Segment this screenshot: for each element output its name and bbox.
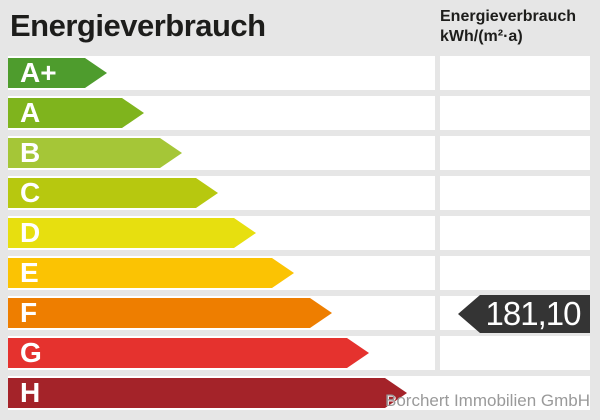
rating-letter: H [20,377,41,408]
rating-arrow-e: E [8,258,294,288]
rating-arrow-b: B [8,138,182,168]
rating-row-c: C [8,176,590,210]
rating-row-f: F [8,296,590,330]
value-column-cell [440,216,590,250]
value-column-cell [440,256,590,290]
value-marker: 181,10 [458,295,590,333]
rating-letter: G [20,337,42,368]
value-marker-text: 181,10 [485,295,582,332]
rating-arrow-f: F [8,298,332,328]
page-title: Energieverbrauch [10,8,266,43]
rating-arrow-c: C [8,178,218,208]
value-column-cell [440,56,590,90]
rating-arrow-g: G [8,338,369,368]
rating-row-h: H [8,376,590,410]
value-column-cell [440,176,590,210]
rating-letter: A+ [20,57,57,88]
value-column-cell [440,136,590,170]
rating-row-a: A [8,96,590,130]
rating-row-b: B [8,136,590,170]
rating-arrow-a: A [8,98,144,128]
rating-letter: F [20,297,38,328]
rating-arrow-aplus: A+ [8,58,107,88]
rating-row-e: E [8,256,590,290]
rating-row-d: D [8,216,590,250]
rating-arrow-d: D [8,218,256,248]
rating-arrow-h: H [8,378,407,408]
rating-letter: A [20,97,41,128]
rating-letter: C [20,177,41,208]
rating-row-g: G [8,336,590,370]
unit-header: Energieverbrauch kWh/(m²·a) [440,7,592,47]
rating-letter: D [20,217,41,248]
rating-row-aplus: A+ [8,56,590,90]
unit-header-line1: Energieverbrauch [440,8,577,25]
unit-header-line2: kWh/(m²·a) [440,28,523,45]
publisher-credit: Borchert Immobilien GmbH [384,391,590,410]
value-column-cell [440,96,590,130]
value-column-cell [440,336,590,370]
rating-letter: B [20,137,41,168]
rating-letter: E [20,257,39,288]
